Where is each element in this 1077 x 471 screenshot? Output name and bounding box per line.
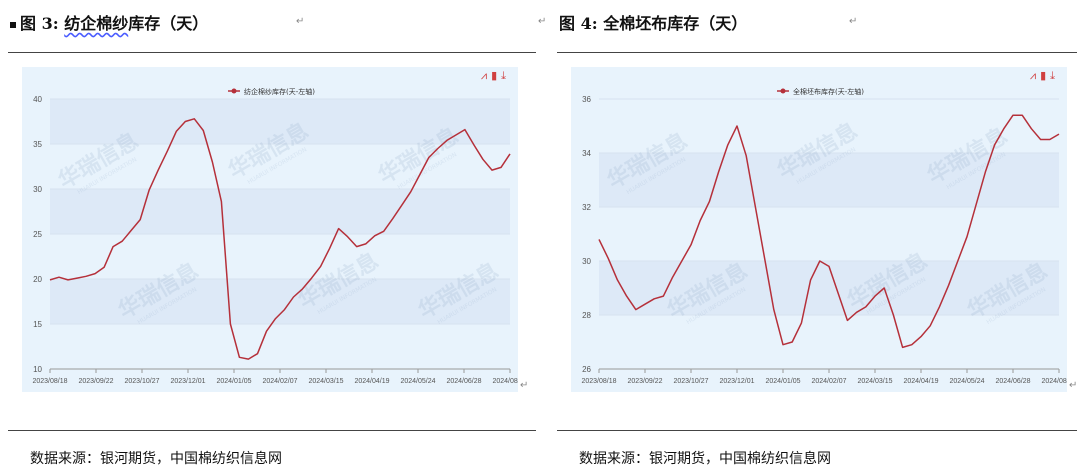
figure-3-title-prefix: 图 3: <box>20 14 59 33</box>
figure-3-panel: 图 3: 纺企棉纱库存（天） ↵ ↵ 10 15 20 25 30 35 40 华瑞信息 HUA… <box>8 0 546 471</box>
x-tick-label: 2023/12/01 <box>170 378 205 385</box>
y-tick-label: 30 <box>582 257 591 266</box>
y-tick-label: 28 <box>582 311 591 320</box>
x-tick-label: 2024/08/02 <box>1041 378 1067 385</box>
legend-marker <box>780 88 786 94</box>
legend-label: 全棉坯布库存(天-左轴) <box>793 87 864 96</box>
figure-4-title-prefix: 图 4: <box>559 14 598 33</box>
x-tick-label: 2023/10/27 <box>673 378 708 385</box>
x-tick-label: 2023/08/18 <box>581 378 616 385</box>
legend-marker <box>231 88 237 94</box>
x-tick-label: 2024/04/19 <box>354 378 389 385</box>
figure-3-title: 图 3: 纺企棉纱库存（天） <box>10 10 208 34</box>
source-rule <box>8 430 536 431</box>
chart-toolbar: ⩘▮⤓ <box>1030 69 1059 83</box>
x-tick-label: 2023/09/22 <box>627 378 662 385</box>
line-type-icon[interactable]: ⩘ <box>1029 69 1041 82</box>
bar-type-icon[interactable]: ▮ <box>491 69 502 82</box>
y-tick-label: 35 <box>33 140 42 149</box>
figure-4-panel: 图 4: 全棉坯布库存（天） ↵ 26 28 30 32 34 36 华瑞信息 HUARUI … <box>557 0 1077 471</box>
paragraph-mark-icon: ↵ <box>538 16 547 27</box>
title-rule <box>8 52 536 53</box>
x-tick-label: 2024/03/15 <box>308 378 343 385</box>
legend-label: 纺企棉纱库存(天-左轴) <box>244 87 315 96</box>
x-tick-label: 2023/12/01 <box>719 378 754 385</box>
series-line <box>49 118 511 360</box>
x-tick-label: 2023/08/18 <box>32 378 67 385</box>
source-rule <box>557 430 1077 431</box>
grid-band <box>50 99 510 144</box>
y-tick-label: 10 <box>33 365 42 374</box>
bullet-square-icon <box>10 21 16 28</box>
y-tick-label: 32 <box>582 203 591 212</box>
paragraph-mark-icon: ↵ <box>849 16 858 27</box>
grid-band <box>599 261 1059 315</box>
y-tick-label: 40 <box>33 95 42 104</box>
y-tick-label: 25 <box>33 230 42 239</box>
x-tick-label: 2024/06/28 <box>995 378 1030 385</box>
x-tick-label: 2023/10/27 <box>124 378 159 385</box>
x-tick-label: 2023/09/22 <box>78 378 113 385</box>
x-tick-label: 2024/03/15 <box>857 378 892 385</box>
x-tick-label: 2024/04/19 <box>903 378 938 385</box>
x-tick-label: 2024/01/05 <box>216 378 251 385</box>
figure-4-title-rest: 全棉坯布库存（天） <box>603 14 748 33</box>
figure-3-title-rest: 库存（天） <box>128 14 209 33</box>
y-tick-label: 34 <box>582 149 591 158</box>
download-icon[interactable]: ⤓ <box>1050 69 1059 82</box>
grid-band <box>50 189 510 234</box>
figure-3-title-underlined: 纺企棉纱 <box>64 14 129 33</box>
paragraph-mark-icon: ↵ <box>520 380 529 391</box>
bar-type-icon[interactable]: ▮ <box>1040 69 1051 82</box>
paragraph-mark-icon: ↵ <box>296 16 305 27</box>
figure-4-source: 数据来源：银河期货，中国棉纺织信息网 <box>579 451 831 467</box>
y-tick-label: 26 <box>582 365 591 374</box>
paragraph-mark-icon: ↵ <box>1069 380 1077 391</box>
title-rule <box>557 52 1077 53</box>
x-tick-label: 2024/05/24 <box>400 378 435 385</box>
x-tick-label: 2024/01/05 <box>765 378 800 385</box>
series-line <box>598 114 1060 349</box>
y-tick-label: 36 <box>582 95 591 104</box>
x-tick-label: 2024/05/24 <box>949 378 984 385</box>
figure-4-chart: 26 28 30 32 34 36 华瑞信息 HUARUI INFORMATION 华瑞信息 HU… <box>571 67 1067 392</box>
chart-toolbar: ⩘▮⤓ <box>481 69 510 83</box>
x-tick-label: 2024/02/07 <box>262 378 297 385</box>
figure-3-chart: 10 15 20 25 30 35 40 华瑞信息 HUARUI INFORMATION 华瑞信息… <box>22 67 518 392</box>
figure-4-title: 图 4: 全棉坯布库存（天） <box>559 10 747 34</box>
figure-3-source: 数据来源：银河期货，中国棉纺织信息网 <box>30 451 282 467</box>
y-tick-label: 20 <box>33 275 42 284</box>
x-tick-label: 2024/06/28 <box>446 378 481 385</box>
x-tick-label: 2024/02/07 <box>811 378 846 385</box>
line-type-icon[interactable]: ⩘ <box>480 69 492 82</box>
download-icon[interactable]: ⤓ <box>501 69 510 82</box>
y-tick-label: 15 <box>33 320 42 329</box>
y-tick-label: 30 <box>33 185 42 194</box>
x-tick-label: 2024/08/02 <box>492 378 518 385</box>
grid-band <box>50 279 510 324</box>
